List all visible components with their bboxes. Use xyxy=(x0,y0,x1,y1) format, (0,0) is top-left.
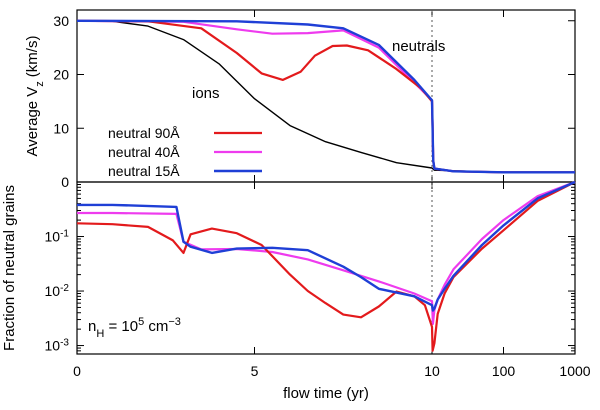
top-series-neutral-15- xyxy=(76,19,575,174)
density-sup1: 5 xyxy=(138,316,144,328)
x-tick-label: 1000 xyxy=(559,363,590,379)
bottom-series xyxy=(76,180,576,352)
top-y-tick-label: 20 xyxy=(53,67,69,83)
tick-exponent: -1 xyxy=(60,228,69,239)
top-y-axis-title: Average Vz (km/s) xyxy=(24,36,46,157)
top-y-title-main: Average V xyxy=(24,87,41,157)
bottom-y-tick-label: 10-3 xyxy=(45,337,70,354)
bottom-series-neutral-40- xyxy=(77,180,576,325)
top-y-title-unit: (km/s) xyxy=(24,36,41,78)
bottom-panel-frame xyxy=(76,181,576,355)
legend-label-15: neutral 15Å xyxy=(108,163,180,179)
annotation-neutrals: neutrals xyxy=(392,38,445,55)
x-axis-title: flow time (yr) xyxy=(283,385,369,402)
tick-base: 10 xyxy=(45,283,61,299)
density-mid: = 10 xyxy=(104,318,138,335)
legend-label-40: neutral 40Å xyxy=(108,144,180,160)
tick-exponent: -2 xyxy=(60,283,69,294)
bottom-y-axis-title: Fraction of neutral grains xyxy=(1,185,18,351)
top-y-title-sub: z xyxy=(34,81,46,87)
top-y-tick-label: 0 xyxy=(61,174,69,190)
tick-base: 10 xyxy=(45,338,61,354)
top-y-tick-label: 30 xyxy=(53,13,69,29)
x-ticks: 0 5 10 100 1000 xyxy=(73,10,591,379)
x-tick-label: 0 xyxy=(73,363,81,379)
x-tick-label: 100 xyxy=(492,363,516,379)
bottom-y-tick-label: 10-2 xyxy=(45,283,70,300)
top-y-tick-label: 10 xyxy=(53,120,69,136)
bottom-series-neutral-15- xyxy=(77,180,576,312)
x-tick-label: 10 xyxy=(424,363,440,379)
top-series xyxy=(76,19,575,174)
annotation-density: nH = 105 cm−3 xyxy=(88,316,181,340)
density-unit: cm xyxy=(144,318,168,335)
bottom-y-ticks: 10-310-210-1 xyxy=(45,183,575,355)
density-sup2: −3 xyxy=(168,316,181,328)
tick-base: 10 xyxy=(45,229,61,245)
legend: neutral 90Å neutral 40Å neutral 15Å xyxy=(108,125,262,179)
density-sub: H xyxy=(96,328,104,340)
density-n: n xyxy=(88,318,96,335)
bottom-y-tick-label: 10-1 xyxy=(45,228,70,245)
tick-exponent: -3 xyxy=(60,337,69,348)
annotation-ions: ions xyxy=(192,85,220,102)
top-series-ions xyxy=(76,20,575,173)
x-tick-label: 5 xyxy=(251,363,259,379)
legend-label-90: neutral 90Å xyxy=(108,125,180,141)
